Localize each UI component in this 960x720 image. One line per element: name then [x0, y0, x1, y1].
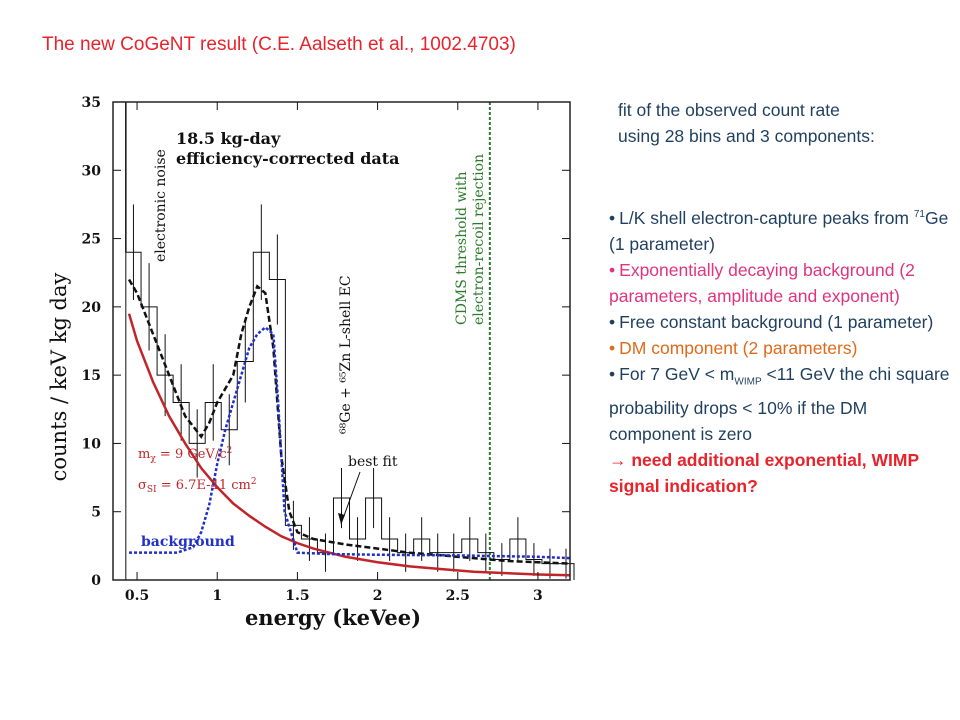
- x-tick-label: 3: [533, 588, 543, 604]
- x-tick-label: 0.5: [125, 588, 149, 604]
- best-fit-arrowhead: [338, 513, 345, 524]
- bullet-exp-background-text: Exponentially decaying background (2 par…: [609, 259, 915, 306]
- y-tick-label: 10: [82, 436, 102, 452]
- bullet-wimp-range-sub: WIMP: [734, 376, 762, 388]
- curve-exponential: [127, 313, 571, 577]
- x-tick-label: 1: [212, 588, 222, 604]
- bullet-wimp-range: • For 7 GeV < mWIMP <11 GeV the chi squar…: [609, 363, 950, 445]
- bullet-exp-background: • Exponentially decaying background (2 pa…: [609, 259, 915, 306]
- cdms-threshold-label: CDMS threshold with electron-recoil reje…: [454, 154, 487, 325]
- bullet-const-background: • Free constant background (1 parameter): [609, 311, 934, 332]
- y-axis-label: counts / keV kg day: [47, 272, 71, 481]
- bullet-ec-peaks-post: Ge (1 parameter): [609, 207, 949, 254]
- slide-title: The new CoGeNT result (C.E. Aalseth et a…: [42, 34, 516, 55]
- y-tick-label: 0: [91, 573, 101, 589]
- y-tick-label: 30: [82, 163, 102, 179]
- xsec-label: σSI = 6.7E-41 cm2: [138, 477, 257, 495]
- x-tick-label: 2: [373, 588, 383, 604]
- curve-background: [129, 325, 571, 560]
- background-label: background: [141, 534, 235, 550]
- x-tick-label: 1.5: [285, 588, 309, 604]
- header-line-2: efficiency-corrected data: [176, 149, 400, 168]
- y-tick-label: 35: [82, 95, 101, 111]
- bullet-ec-peaks: • L/K shell electron-capture peaks from 7…: [609, 207, 949, 254]
- best-fit-label: best fit: [348, 454, 398, 470]
- bullet-const-background-text: Free constant background (1 parameter): [619, 311, 934, 332]
- bullet-dm-component-text: DM component (2 parameters): [619, 337, 858, 358]
- header-line-1: 18.5 kg-day: [176, 129, 281, 148]
- fit-components-list: • L/K shell electron-capture peaks from 7…: [609, 202, 954, 499]
- plot-frame: [112, 101, 571, 581]
- x-axis-label: energy (keVee): [245, 605, 421, 630]
- mass-label: mχ = 9 GeV/c2: [138, 446, 232, 464]
- bullet-wimp-range-pre: For 7 GeV < m: [619, 363, 735, 384]
- electronic-noise-label: electronic noise: [153, 149, 169, 262]
- cogent-spectrum-chart: 0.5 1 1.5 2 2.5 3 0 5 10 15 20 25 30 35 counts / keV …: [38, 92, 578, 652]
- bullet-wimp-range-post: <11 GeV the chi square probability drops…: [609, 363, 950, 445]
- bullet-ec-peaks-pre: L/K shell electron-capture peaks from: [619, 207, 914, 228]
- ge-zn-label: ⁶⁸Ge + ⁶⁵Zn L-shell EC: [338, 275, 354, 434]
- y-tick-label: 5: [91, 505, 101, 521]
- fit-description: fit of the observed count rate using 28 …: [618, 100, 875, 146]
- x-tick-label: 2.5: [446, 588, 470, 604]
- y-tick-label: 25: [82, 232, 101, 248]
- y-tick-label: 15: [82, 368, 101, 384]
- y-tick-label: 20: [82, 300, 102, 316]
- chart-background: [38, 92, 578, 652]
- bullet-conclusion: → need additional exponential, WIMP sign…: [609, 450, 919, 497]
- bullet-ec-peaks-sup: 71: [913, 209, 925, 220]
- bullet-dm-component: • DM component (2 parameters): [609, 337, 858, 358]
